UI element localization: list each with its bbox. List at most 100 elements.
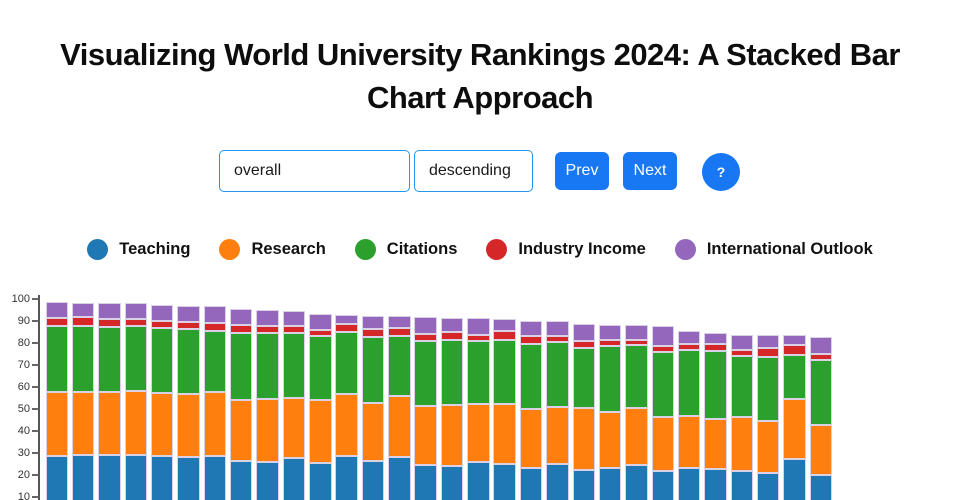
bar-segment[interactable] bbox=[572, 407, 595, 470]
bar-segment[interactable] bbox=[71, 326, 95, 392]
bar-segment[interactable] bbox=[704, 344, 727, 352]
bar-segment[interactable] bbox=[335, 456, 358, 500]
bar-segment[interactable] bbox=[598, 412, 622, 468]
bar-segment[interactable] bbox=[783, 335, 806, 345]
bar-segment[interactable] bbox=[704, 418, 727, 470]
bar-segment[interactable] bbox=[625, 340, 648, 345]
bar-segment[interactable] bbox=[809, 337, 833, 354]
bar-segment[interactable] bbox=[150, 321, 174, 329]
bar-segment[interactable] bbox=[45, 392, 68, 457]
bar-segment[interactable] bbox=[256, 310, 279, 327]
bar-segment[interactable] bbox=[730, 471, 754, 500]
bar-segment[interactable] bbox=[467, 403, 490, 463]
bar-segment[interactable] bbox=[361, 337, 385, 404]
bar-segment[interactable] bbox=[493, 463, 516, 500]
bar-segment[interactable] bbox=[730, 349, 754, 356]
bar-segment[interactable] bbox=[572, 324, 595, 341]
bar-segment[interactable] bbox=[809, 359, 833, 425]
bar-segment[interactable] bbox=[598, 339, 622, 346]
bar-segment[interactable] bbox=[467, 334, 490, 342]
bar-segment[interactable] bbox=[440, 332, 464, 340]
bar-segment[interactable] bbox=[98, 392, 121, 456]
bar-segment[interactable] bbox=[71, 391, 95, 456]
bar-segment[interactable] bbox=[651, 470, 675, 500]
bar-segment[interactable] bbox=[809, 474, 833, 500]
bar-segment[interactable] bbox=[677, 467, 701, 500]
help-button[interactable]: ? bbox=[702, 153, 740, 191]
bar-segment[interactable] bbox=[572, 348, 595, 408]
bar-segment[interactable] bbox=[388, 395, 411, 457]
bar-segment[interactable] bbox=[361, 328, 385, 338]
bar-segment[interactable] bbox=[756, 348, 780, 358]
bar-segment[interactable] bbox=[598, 345, 622, 413]
bar-segment[interactable] bbox=[309, 313, 332, 331]
bar-segment[interactable] bbox=[229, 460, 253, 500]
bar-segment[interactable] bbox=[282, 458, 306, 500]
bar-segment[interactable] bbox=[335, 332, 358, 394]
bar-segment[interactable] bbox=[414, 464, 437, 500]
legend-item-international-outlook[interactable]: International Outlook bbox=[674, 239, 873, 260]
legend-item-citations[interactable]: Citations bbox=[354, 239, 457, 260]
bar-segment[interactable] bbox=[71, 302, 95, 318]
bar-segment[interactable] bbox=[440, 404, 464, 466]
bar-segment[interactable] bbox=[440, 339, 464, 405]
bar-segment[interactable] bbox=[677, 330, 701, 344]
bar-segment[interactable] bbox=[572, 469, 595, 500]
bar-segment[interactable] bbox=[98, 327, 121, 393]
bar-segment[interactable] bbox=[71, 317, 95, 327]
bar-segment[interactable] bbox=[256, 333, 279, 400]
bar-segment[interactable] bbox=[309, 336, 332, 401]
bar-segment[interactable] bbox=[546, 407, 569, 464]
bar-segment[interactable] bbox=[783, 458, 806, 500]
bar-segment[interactable] bbox=[756, 473, 780, 500]
prev-button[interactable]: Prev bbox=[555, 152, 609, 190]
bar-segment[interactable] bbox=[519, 320, 543, 336]
bar-segment[interactable] bbox=[124, 303, 148, 320]
bar-segment[interactable] bbox=[388, 456, 411, 500]
bar-segment[interactable] bbox=[45, 302, 68, 318]
bar-segment[interactable] bbox=[440, 465, 464, 500]
legend-item-research[interactable]: Research bbox=[219, 239, 326, 260]
bar-segment[interactable] bbox=[546, 464, 569, 500]
bar-segment[interactable] bbox=[519, 467, 543, 500]
bar-segment[interactable] bbox=[546, 336, 569, 343]
bar-segment[interactable] bbox=[598, 324, 622, 340]
legend-item-teaching[interactable]: Teaching bbox=[87, 239, 190, 260]
bar-segment[interactable] bbox=[256, 326, 279, 334]
bar-segment[interactable] bbox=[98, 455, 121, 500]
bar-segment[interactable] bbox=[467, 341, 490, 404]
bar-segment[interactable] bbox=[493, 403, 516, 464]
bar-segment[interactable] bbox=[229, 308, 253, 326]
bar-segment[interactable] bbox=[45, 326, 68, 393]
bar-segment[interactable] bbox=[45, 317, 68, 327]
bar-segment[interactable] bbox=[467, 462, 490, 500]
bar-segment[interactable] bbox=[519, 409, 543, 468]
bar-segment[interactable] bbox=[203, 330, 227, 393]
bar-segment[interactable] bbox=[150, 328, 174, 393]
next-button[interactable]: Next bbox=[623, 152, 677, 190]
bar-segment[interactable] bbox=[519, 335, 543, 344]
bar-segment[interactable] bbox=[203, 322, 227, 331]
bar-segment[interactable] bbox=[388, 315, 411, 329]
bar-segment[interactable] bbox=[598, 467, 622, 500]
bar-segment[interactable] bbox=[756, 357, 780, 422]
metric-input[interactable] bbox=[219, 150, 410, 192]
bar-segment[interactable] bbox=[361, 403, 385, 462]
bar-segment[interactable] bbox=[309, 400, 332, 463]
bar-segment[interactable] bbox=[124, 319, 148, 327]
bar-segment[interactable] bbox=[229, 325, 253, 334]
bar-segment[interactable] bbox=[704, 469, 727, 500]
bar-segment[interactable] bbox=[651, 417, 675, 471]
bar-segment[interactable] bbox=[546, 342, 569, 408]
bar-segment[interactable] bbox=[440, 317, 464, 333]
bar-segment[interactable] bbox=[414, 333, 437, 341]
bar-segment[interactable] bbox=[282, 311, 306, 326]
bar-segment[interactable] bbox=[493, 331, 516, 340]
bar-segment[interactable] bbox=[229, 400, 253, 461]
bar-segment[interactable] bbox=[783, 399, 806, 459]
bar-segment[interactable] bbox=[625, 324, 648, 341]
bar-segment[interactable] bbox=[124, 390, 148, 456]
bar-segment[interactable] bbox=[414, 405, 437, 465]
bar-segment[interactable] bbox=[519, 343, 543, 409]
bar-segment[interactable] bbox=[124, 326, 148, 391]
